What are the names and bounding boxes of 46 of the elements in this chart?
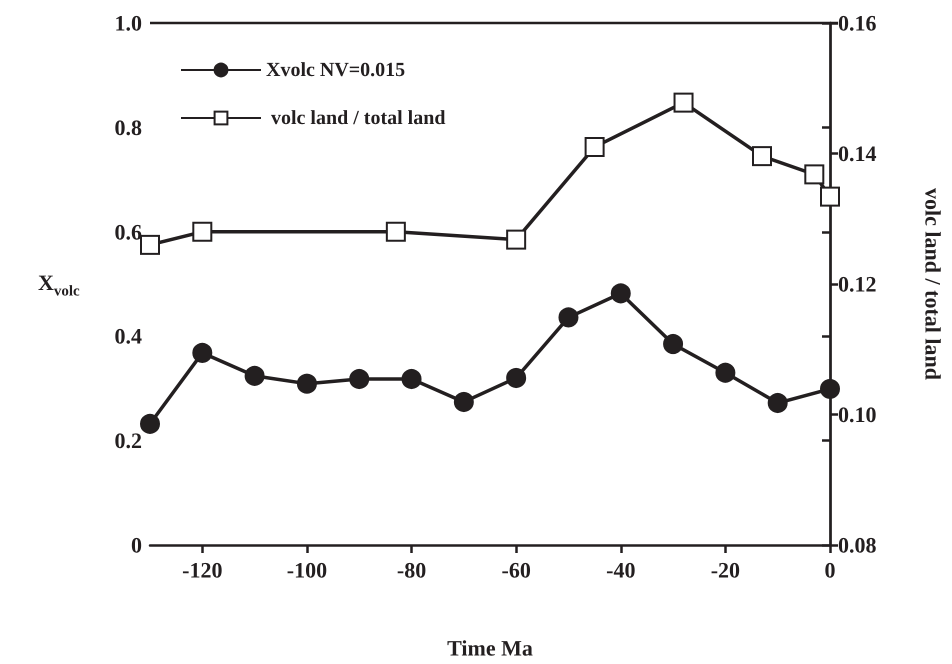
x-axis-title: Time Ma — [447, 636, 533, 660]
y-tick-label: 0 — [131, 532, 142, 558]
point — [140, 234, 160, 255]
y-tick-label: 1.0 — [114, 10, 142, 36]
point — [610, 283, 631, 304]
point — [296, 374, 317, 394]
point — [454, 392, 474, 412]
point — [768, 393, 788, 414]
point — [715, 362, 736, 383]
point — [820, 186, 840, 207]
point — [402, 369, 422, 389]
x-tick-label: -100 — [286, 558, 328, 582]
legend-label: volc land / total land — [266, 107, 446, 129]
y2-tick-label: 0.16 — [838, 10, 876, 36]
x-tick-label: -120 — [182, 558, 222, 582]
point — [506, 368, 526, 388]
y2-tick-label: 0.12 — [838, 272, 876, 296]
y2-axis-title: volc land / total land — [920, 188, 946, 380]
y2-tick-label: 0.10 — [838, 402, 876, 427]
point — [244, 366, 265, 386]
point — [804, 164, 824, 184]
x-tick-label: -80 — [396, 558, 426, 582]
point — [506, 230, 526, 250]
y2-tick-label: 0.08 — [838, 532, 876, 558]
y-tick-label: 0.4 — [114, 324, 142, 349]
x-tick-label: -40 — [606, 558, 636, 582]
y-tick-label: 0.8 — [114, 114, 142, 140]
x-tick-label: -60 — [501, 558, 531, 582]
legend-label: Xvolc NV=0.015 — [266, 59, 406, 81]
point — [192, 222, 212, 242]
point — [192, 342, 212, 363]
point — [663, 334, 684, 354]
point — [140, 414, 160, 434]
x-tick-label: -20 — [710, 558, 740, 582]
x-tick-label: 0 — [824, 558, 836, 582]
y2-tick-label: 0.14 — [838, 141, 876, 166]
y-tick-label: 0.6 — [114, 219, 142, 244]
point — [674, 92, 694, 113]
point — [386, 222, 406, 242]
y-tick-label: 0.2 — [114, 428, 142, 454]
point — [584, 136, 605, 157]
point — [558, 307, 578, 328]
point — [820, 378, 840, 399]
point — [752, 146, 772, 166]
point — [349, 369, 370, 389]
y-axis-title: X$_{volc}$ — [38, 270, 80, 300]
